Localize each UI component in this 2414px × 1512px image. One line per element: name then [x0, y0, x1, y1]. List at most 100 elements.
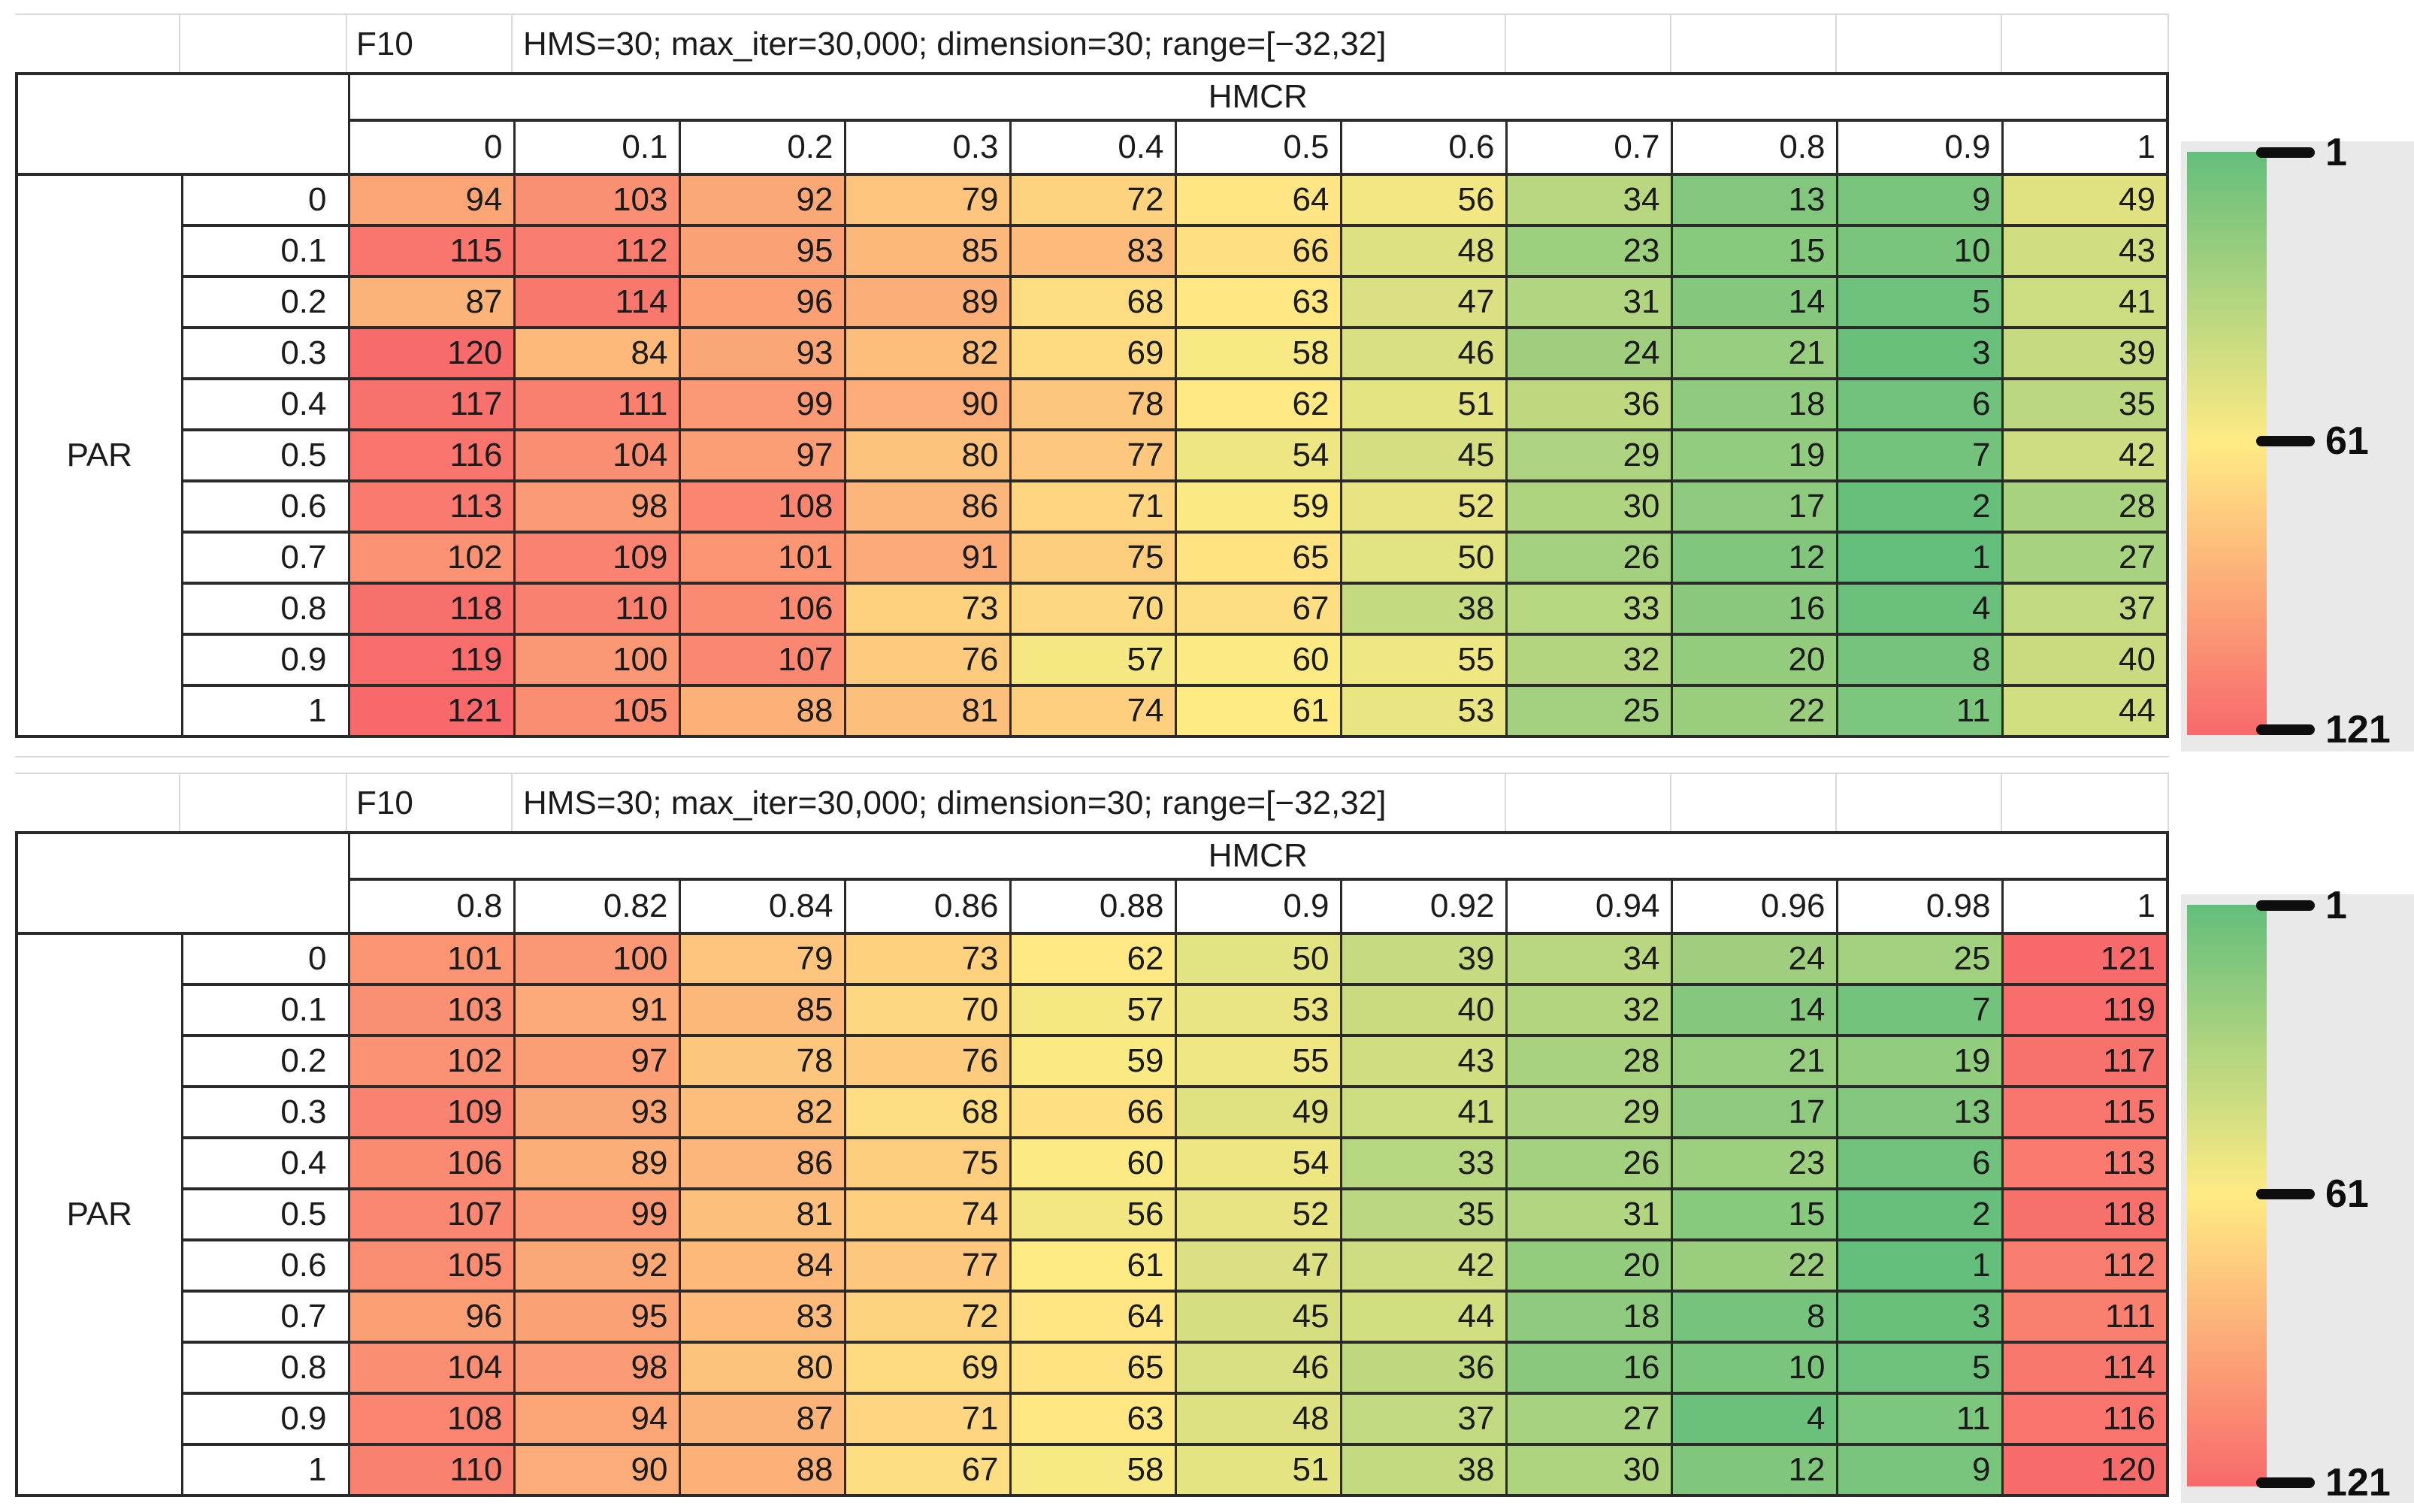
heat-cell[interactable]: 97	[678, 428, 846, 482]
heat-cell[interactable]: 6	[1835, 1136, 2004, 1190]
col-header-cell[interactable]: 0.3	[843, 119, 1012, 176]
heat-cell[interactable]: 46	[1339, 326, 1508, 380]
heat-cell[interactable]: 62	[1009, 932, 1177, 986]
function-id-cell[interactable]: F10	[347, 774, 513, 833]
heat-cell[interactable]: 54	[1174, 428, 1342, 482]
col-header-cell[interactable]: 1	[2001, 878, 2169, 935]
heat-cell[interactable]: 27	[1505, 1392, 1673, 1446]
heat-cell[interactable]: 52	[1174, 1187, 1342, 1241]
heat-cell[interactable]: 68	[1009, 275, 1177, 329]
row-header-cell[interactable]: 0.8	[180, 582, 350, 636]
heat-cell[interactable]: 118	[2001, 1187, 2169, 1241]
heat-cell[interactable]: 67	[1174, 582, 1342, 636]
heat-cell[interactable]: 21	[1670, 326, 1838, 380]
heat-cell[interactable]: 36	[1505, 377, 1673, 431]
heat-cell[interactable]: 97	[513, 1034, 681, 1088]
heat-cell[interactable]: 10	[1835, 224, 2004, 278]
function-id-cell[interactable]: F10	[347, 15, 513, 74]
heat-cell[interactable]: 76	[843, 1034, 1012, 1088]
heat-cell[interactable]: 48	[1339, 224, 1508, 278]
heat-cell[interactable]: 77	[843, 1238, 1012, 1293]
heat-cell[interactable]: 7	[1835, 428, 2004, 482]
heat-cell[interactable]: 87	[347, 275, 516, 329]
col-header-cell[interactable]: 0.1	[513, 119, 681, 176]
heat-cell[interactable]: 58	[1174, 326, 1342, 380]
heat-cell[interactable]: 32	[1505, 633, 1673, 687]
row-header-cell[interactable]: 0.4	[180, 377, 350, 431]
row-header-cell[interactable]: 0	[180, 173, 350, 227]
heat-cell[interactable]: 3	[1835, 1290, 2004, 1344]
heat-cell[interactable]: 29	[1505, 428, 1673, 482]
row-header-cell[interactable]: 0.8	[180, 1341, 350, 1395]
heat-cell[interactable]: 4	[1670, 1392, 1838, 1446]
heat-cell[interactable]: 69	[843, 1341, 1012, 1395]
row-header-cell[interactable]: 0.2	[180, 275, 350, 329]
heat-cell[interactable]: 26	[1505, 531, 1673, 585]
row-header-cell[interactable]: 0.7	[180, 531, 350, 585]
heat-cell[interactable]: 105	[513, 684, 681, 738]
heat-cell[interactable]: 30	[1505, 1443, 1673, 1497]
heat-cell[interactable]: 85	[678, 983, 846, 1037]
heat-cell[interactable]: 53	[1339, 684, 1508, 738]
heat-cell[interactable]: 19	[1670, 428, 1838, 482]
heat-cell[interactable]: 98	[513, 1341, 681, 1395]
heat-cell[interactable]: 95	[678, 224, 846, 278]
heat-cell[interactable]: 34	[1505, 173, 1673, 227]
heat-cell[interactable]: 79	[843, 173, 1012, 227]
heat-cell[interactable]: 3	[1835, 326, 2004, 380]
heat-cell[interactable]: 31	[1505, 275, 1673, 329]
heat-cell[interactable]: 104	[347, 1341, 516, 1395]
heat-cell[interactable]: 42	[2001, 428, 2169, 482]
heat-cell[interactable]: 17	[1670, 479, 1838, 534]
heat-cell[interactable]: 31	[1505, 1187, 1673, 1241]
heat-cell[interactable]: 92	[513, 1238, 681, 1293]
heat-cell[interactable]: 54	[1174, 1136, 1342, 1190]
heat-cell[interactable]: 110	[513, 582, 681, 636]
col-header-cell[interactable]: 0.6	[1339, 119, 1508, 176]
heat-cell[interactable]: 5	[1835, 1341, 2004, 1395]
heat-cell[interactable]: 32	[1505, 983, 1673, 1037]
heat-cell[interactable]: 5	[1835, 275, 2004, 329]
heat-cell[interactable]: 95	[513, 1290, 681, 1344]
heat-cell[interactable]: 28	[2001, 479, 2169, 534]
heat-cell[interactable]: 77	[1009, 428, 1177, 482]
heat-cell[interactable]: 14	[1670, 983, 1838, 1037]
row-header-cell[interactable]: 0.7	[180, 1290, 350, 1344]
heat-cell[interactable]: 111	[2001, 1290, 2169, 1344]
heat-cell[interactable]: 81	[678, 1187, 846, 1241]
heat-cell[interactable]: 71	[1009, 479, 1177, 534]
heat-cell[interactable]: 62	[1174, 377, 1342, 431]
heat-cell[interactable]: 16	[1505, 1341, 1673, 1395]
heat-cell[interactable]: 63	[1174, 275, 1342, 329]
col-header-cell[interactable]: 0.98	[1835, 878, 2004, 935]
heat-cell[interactable]: 9	[1835, 173, 2004, 227]
heat-cell[interactable]: 59	[1009, 1034, 1177, 1088]
col-header-cell[interactable]: 0.7	[1505, 119, 1673, 176]
heat-cell[interactable]: 114	[513, 275, 681, 329]
heat-cell[interactable]: 38	[1339, 582, 1508, 636]
heat-cell[interactable]: 99	[678, 377, 846, 431]
heat-cell[interactable]: 13	[1835, 1085, 2004, 1139]
col-header-cell[interactable]: 0.8	[347, 878, 516, 935]
heat-cell[interactable]: 82	[678, 1085, 846, 1139]
heat-cell[interactable]: 72	[843, 1290, 1012, 1344]
heat-cell[interactable]: 34	[1505, 932, 1673, 986]
heat-cell[interactable]: 22	[1670, 684, 1838, 738]
heat-cell[interactable]: 47	[1174, 1238, 1342, 1293]
heat-cell[interactable]: 94	[513, 1392, 681, 1446]
heat-cell[interactable]: 49	[2001, 173, 2169, 227]
heat-cell[interactable]: 121	[2001, 932, 2169, 986]
col-header-cell[interactable]: 0.84	[678, 878, 846, 935]
heat-cell[interactable]: 93	[513, 1085, 681, 1139]
heat-cell[interactable]: 116	[2001, 1392, 2169, 1446]
heat-cell[interactable]: 105	[347, 1238, 516, 1293]
heat-cell[interactable]: 106	[678, 582, 846, 636]
heat-cell[interactable]: 4	[1835, 582, 2004, 636]
heat-cell[interactable]: 107	[678, 633, 846, 687]
heat-cell[interactable]: 67	[843, 1443, 1012, 1497]
heat-cell[interactable]: 39	[2001, 326, 2169, 380]
heat-cell[interactable]: 28	[1505, 1034, 1673, 1088]
heat-cell[interactable]: 22	[1670, 1238, 1838, 1293]
heat-cell[interactable]: 71	[843, 1392, 1012, 1446]
heat-cell[interactable]: 30	[1505, 479, 1673, 534]
